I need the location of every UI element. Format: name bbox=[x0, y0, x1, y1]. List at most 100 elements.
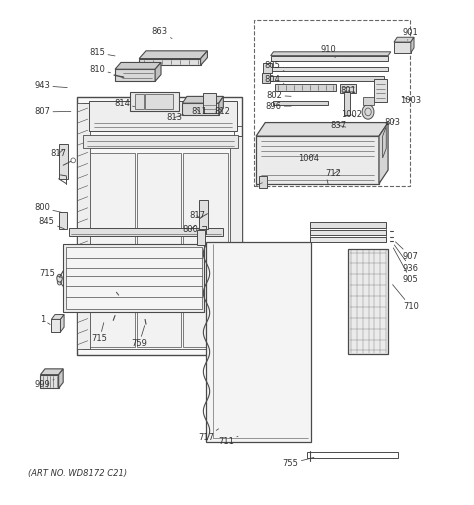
Ellipse shape bbox=[57, 274, 62, 282]
Text: (ART NO. WD8172 C21): (ART NO. WD8172 C21) bbox=[27, 470, 127, 478]
Bar bbox=[348, 248, 388, 355]
Polygon shape bbox=[262, 73, 270, 83]
Bar bbox=[69, 228, 223, 236]
Bar bbox=[363, 97, 374, 105]
Text: 817: 817 bbox=[51, 149, 67, 158]
Ellipse shape bbox=[292, 164, 297, 168]
Text: 717: 717 bbox=[198, 429, 219, 442]
Polygon shape bbox=[264, 76, 383, 81]
Ellipse shape bbox=[362, 105, 374, 119]
Text: 1002: 1002 bbox=[341, 110, 362, 119]
Ellipse shape bbox=[308, 164, 312, 168]
Text: 905: 905 bbox=[393, 248, 419, 284]
Bar bbox=[197, 230, 205, 245]
Polygon shape bbox=[394, 37, 414, 42]
Ellipse shape bbox=[339, 164, 344, 168]
Bar bbox=[59, 144, 68, 179]
Text: 943: 943 bbox=[34, 81, 67, 90]
Text: 1003: 1003 bbox=[400, 96, 421, 105]
Ellipse shape bbox=[261, 164, 265, 168]
Text: 803: 803 bbox=[384, 118, 401, 127]
Bar bbox=[83, 135, 238, 148]
Bar bbox=[344, 91, 350, 115]
Polygon shape bbox=[394, 42, 411, 53]
Ellipse shape bbox=[144, 323, 148, 330]
Polygon shape bbox=[310, 237, 386, 242]
Polygon shape bbox=[139, 59, 201, 65]
Bar bbox=[83, 103, 234, 349]
Polygon shape bbox=[264, 64, 273, 73]
Polygon shape bbox=[40, 375, 59, 388]
Bar bbox=[63, 244, 204, 312]
Text: 901: 901 bbox=[402, 28, 418, 40]
Polygon shape bbox=[256, 136, 379, 184]
Text: 813: 813 bbox=[166, 113, 183, 122]
Text: 817: 817 bbox=[189, 211, 205, 220]
Bar bbox=[145, 94, 173, 109]
Text: 811: 811 bbox=[192, 108, 208, 117]
Bar bbox=[66, 246, 201, 309]
Polygon shape bbox=[310, 222, 386, 228]
Polygon shape bbox=[40, 369, 63, 375]
Text: 1004: 1004 bbox=[299, 154, 319, 163]
Ellipse shape bbox=[218, 100, 228, 114]
Text: 804: 804 bbox=[264, 75, 284, 84]
Text: 863: 863 bbox=[152, 27, 172, 38]
Text: 837: 837 bbox=[331, 121, 347, 130]
Bar bbox=[137, 153, 182, 347]
Polygon shape bbox=[139, 51, 208, 59]
Text: 755: 755 bbox=[283, 458, 314, 468]
Text: 715: 715 bbox=[91, 323, 108, 343]
Text: 815: 815 bbox=[90, 48, 115, 57]
Text: 845: 845 bbox=[39, 218, 64, 229]
Polygon shape bbox=[155, 63, 161, 81]
Text: 759: 759 bbox=[131, 326, 147, 348]
Text: 802: 802 bbox=[266, 91, 291, 100]
Bar bbox=[77, 103, 90, 349]
Text: 907: 907 bbox=[395, 242, 419, 261]
Polygon shape bbox=[271, 56, 388, 61]
Polygon shape bbox=[328, 122, 359, 126]
Ellipse shape bbox=[277, 164, 281, 168]
Polygon shape bbox=[61, 315, 64, 332]
Polygon shape bbox=[310, 230, 386, 235]
Polygon shape bbox=[271, 52, 391, 56]
Polygon shape bbox=[273, 101, 328, 105]
Ellipse shape bbox=[370, 164, 375, 168]
Polygon shape bbox=[115, 63, 161, 69]
Polygon shape bbox=[271, 67, 388, 71]
Bar bbox=[254, 20, 410, 186]
Bar bbox=[89, 101, 237, 131]
Polygon shape bbox=[51, 319, 61, 332]
Text: 805: 805 bbox=[264, 61, 284, 71]
Text: 1: 1 bbox=[40, 315, 50, 325]
Polygon shape bbox=[411, 37, 414, 53]
Ellipse shape bbox=[355, 164, 359, 168]
Text: 807: 807 bbox=[34, 108, 71, 117]
Polygon shape bbox=[182, 96, 223, 103]
Polygon shape bbox=[256, 123, 388, 136]
Text: 910: 910 bbox=[320, 45, 336, 58]
Polygon shape bbox=[379, 123, 388, 184]
Text: 800: 800 bbox=[182, 225, 199, 234]
Text: 800: 800 bbox=[34, 204, 62, 213]
Bar bbox=[91, 153, 135, 347]
Text: 715: 715 bbox=[39, 269, 62, 278]
Polygon shape bbox=[219, 96, 223, 115]
Polygon shape bbox=[115, 69, 155, 81]
Text: 812: 812 bbox=[214, 108, 230, 117]
Polygon shape bbox=[383, 126, 386, 158]
Bar bbox=[77, 97, 242, 356]
Text: 810: 810 bbox=[90, 65, 110, 74]
Bar bbox=[183, 153, 228, 347]
Ellipse shape bbox=[111, 319, 116, 325]
Text: 896: 896 bbox=[265, 102, 291, 111]
Bar bbox=[203, 93, 216, 113]
Text: 711: 711 bbox=[218, 436, 238, 446]
Text: 801: 801 bbox=[340, 85, 356, 94]
Ellipse shape bbox=[324, 164, 328, 168]
Bar bbox=[199, 200, 208, 229]
Ellipse shape bbox=[325, 174, 329, 179]
Ellipse shape bbox=[57, 278, 62, 285]
Bar bbox=[59, 212, 67, 229]
